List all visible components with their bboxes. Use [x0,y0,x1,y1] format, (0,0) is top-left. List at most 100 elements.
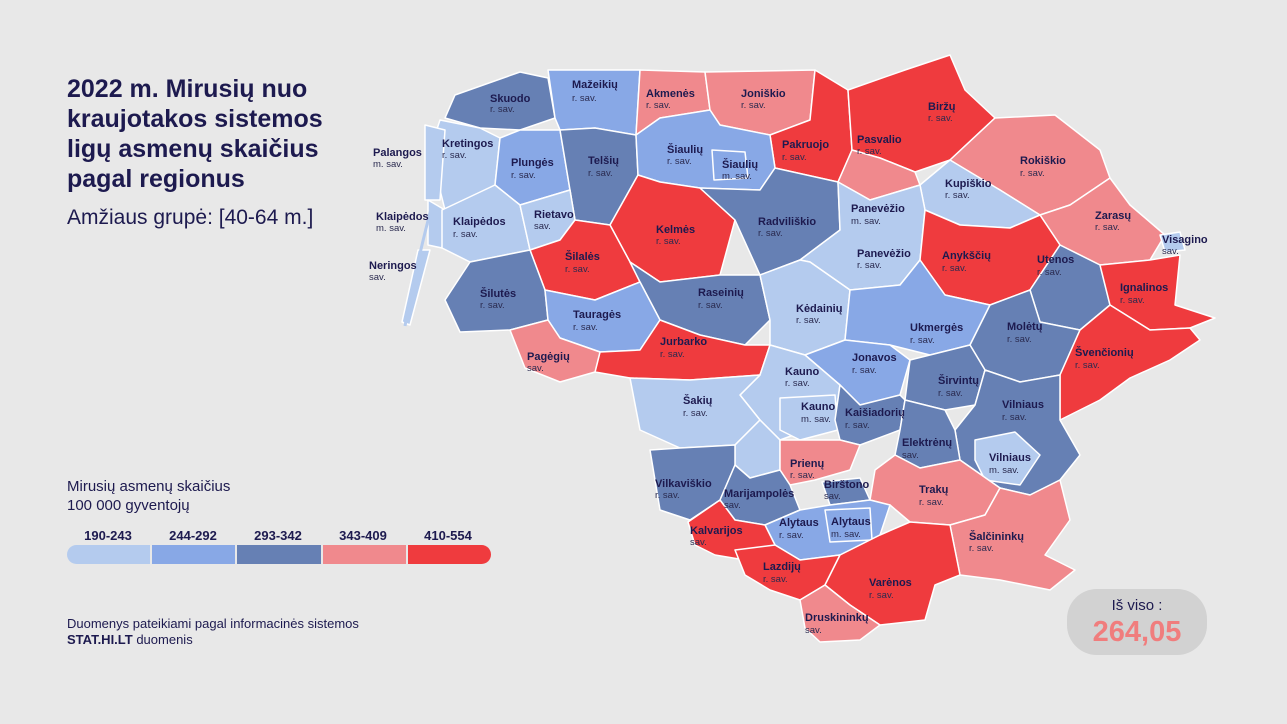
region-name: Trakų [919,484,948,496]
region-type: r. sav. [1095,222,1120,233]
region-name: Šiaulių [722,158,758,171]
region-type: r. sav. [758,228,783,239]
region-kauno-m [779,394,839,441]
region-name: Mažeikių [572,79,618,91]
region-name: Tauragės [573,309,621,321]
legend-label: 410-554 [424,528,472,543]
region-name: Joniškio [741,88,786,100]
region-type: r. sav. [779,530,804,541]
region-type: r. sav. [1020,168,1045,179]
region-type: sav. [527,363,544,374]
source-line: STAT.HI.LT duomenis [67,632,359,648]
total-value: 264,05 [1092,616,1182,648]
region-type: r. sav. [782,152,807,163]
region-name: Utenos [1037,254,1074,266]
source-line: Duomenys pateikiami pagal informacinės s… [67,616,359,631]
region-name: Kupiškio [945,178,992,190]
region-name: Alytaus [831,516,871,528]
region-name: Jonavos [852,352,897,364]
region-type: m. sav. [722,171,752,182]
region-type: sav. [805,625,822,636]
legend-label: 293-342 [254,528,302,543]
region-type: sav. [534,221,551,232]
region-type: r. sav. [1002,412,1027,423]
legend-label: 244-292 [169,528,217,543]
region-type: r. sav. [660,349,685,360]
region-name: Vilniaus [989,452,1031,464]
region-name: Druskininkų [805,612,869,624]
region-type: r. sav. [919,497,944,508]
region-name: Kelmės [656,224,695,236]
region-type: r. sav. [565,264,590,275]
region-name: Neringos [369,260,417,272]
region-type: m. sav. [376,223,406,234]
region-type: r. sav. [646,100,671,111]
region-type: r. sav. [667,156,692,167]
region-name: Širvintų [938,374,979,387]
region-type: sav. [1162,246,1179,257]
region-name: Panevėžio [851,203,905,215]
region-name: Radviliškio [758,216,816,228]
region-name: Visagino [1162,234,1208,246]
region-siauliu-m [711,149,749,181]
region-type: r. sav. [656,236,681,247]
region-vilniaus-m [974,431,1041,486]
region-type: sav. [690,537,707,548]
region-type: r. sav. [453,229,478,240]
region-name: Lazdijų [763,561,801,573]
region-name: Biržų [928,101,956,113]
region-name: Šakių [683,394,712,407]
region-type: r. sav. [796,315,821,326]
region-name: Prienų [790,458,824,470]
region-type: r. sav. [442,150,467,161]
region-type: r. sav. [910,335,935,346]
region-type: r. sav. [511,170,536,181]
total-box: Iš viso : 264,05 [1067,589,1207,655]
region-type: r. sav. [573,322,598,333]
region-type: r. sav. [928,113,953,124]
region-name: Šiaulių [667,143,703,156]
title-line: kraujotakos sistemos [67,105,323,133]
legend-title-line: Mirusių asmenų skaičius [67,478,231,495]
region-name: Kauno [785,366,820,378]
region-name: Alytaus [779,517,819,529]
region-name: Molėtų [1007,321,1042,333]
total-label: Iš viso : [1111,597,1163,614]
region-type: r. sav. [1007,334,1032,345]
region-druskininku [799,584,881,643]
region-palangos [424,124,446,201]
region-type: m. sav. [801,414,831,425]
map-title: 2022 m. Mirusių nuo kraujotakos sistemos… [67,74,397,194]
region-name: Plungės [511,157,554,169]
region-type: r. sav. [490,104,515,115]
region-type: m. sav. [831,529,861,540]
region-name: Birštono [824,479,870,491]
